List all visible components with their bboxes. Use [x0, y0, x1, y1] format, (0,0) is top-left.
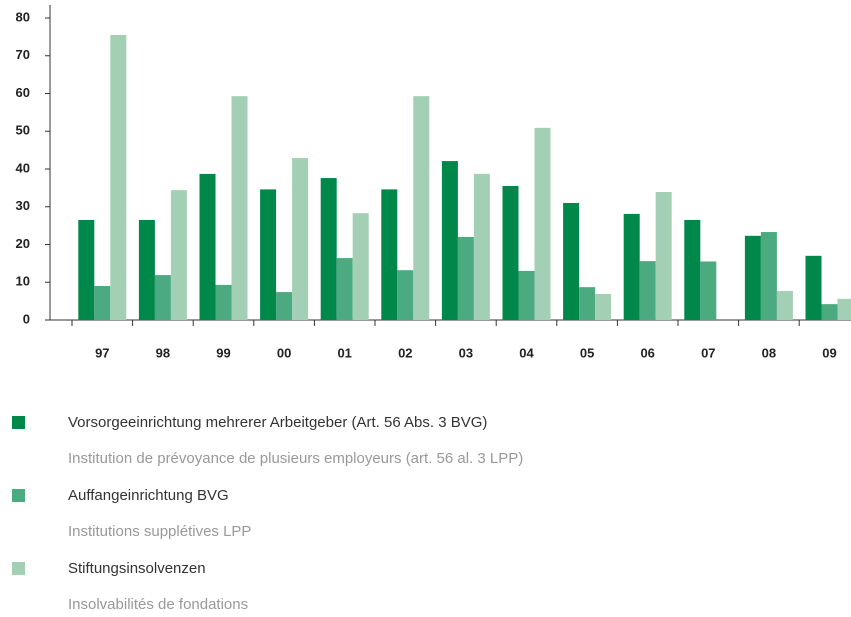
bar: [231, 96, 248, 320]
x-tick-label: 01: [337, 345, 351, 360]
bar: [821, 304, 838, 320]
x-tick-label: 03: [459, 345, 473, 360]
bar: [563, 202, 580, 320]
legend-swatch: [12, 489, 25, 502]
y-tick-label: 40: [16, 160, 30, 175]
y-tick-label: 70: [16, 47, 30, 62]
bar: [260, 189, 277, 320]
bar: [199, 173, 216, 320]
x-tick-label: 04: [519, 345, 534, 360]
x-tick-label: 09: [822, 345, 836, 360]
x-tick-label: 99: [216, 345, 230, 360]
x-tick-label: 07: [701, 345, 715, 360]
legend-sublabel: Institutions supplétives LPP: [68, 523, 251, 540]
bar: [154, 275, 171, 320]
bar: [441, 161, 458, 320]
y-tick-label: 50: [16, 123, 30, 138]
y-tick-label: 0: [23, 311, 30, 326]
bar: [110, 34, 127, 321]
legend-label: Vorsorgeeinrichtung mehrerer Arbeitgeber…: [68, 414, 487, 431]
bar: [320, 178, 337, 320]
y-tick-label: 30: [16, 198, 30, 213]
bar: [413, 96, 430, 320]
bar: [837, 298, 851, 320]
bar: [397, 270, 414, 320]
bar: [579, 287, 596, 320]
bar: [336, 258, 353, 320]
legend-label: Stiftungsinsolvenzen: [68, 560, 206, 577]
y-tick-label: 80: [16, 9, 30, 24]
bar: [78, 219, 95, 320]
bar: [292, 158, 309, 320]
bar: [776, 290, 793, 320]
y-tick-label: 20: [16, 236, 30, 251]
x-tick-label: 02: [398, 345, 412, 360]
bar: [473, 173, 490, 320]
legend-swatch: [12, 416, 25, 429]
bar: [352, 213, 369, 320]
bar: [138, 219, 155, 320]
bar: [744, 235, 761, 320]
bar: [170, 190, 187, 320]
legend-sublabel: Institution de prévoyance de plusieurs e…: [68, 450, 523, 467]
x-tick-label: 97: [95, 345, 109, 360]
bar: [502, 185, 519, 320]
bar: [684, 219, 701, 320]
x-tick-label: 05: [580, 345, 594, 360]
bar: [700, 261, 717, 320]
legend-sublabel: Insolvabilités de fondations: [68, 596, 248, 613]
bar: [215, 284, 232, 320]
bar: [760, 232, 777, 320]
x-tick-label: 06: [640, 345, 654, 360]
bar: [623, 213, 640, 320]
bar: [655, 192, 672, 320]
legend-label: Auffangeinrichtung BVG: [68, 487, 229, 504]
bar: [457, 236, 474, 320]
bar: [381, 189, 398, 320]
x-tick-label: 08: [762, 345, 776, 360]
x-tick-label: 00: [277, 345, 291, 360]
bar: [534, 127, 551, 320]
bar: [276, 292, 293, 320]
bar: [518, 270, 535, 320]
x-tick-label: 98: [156, 345, 170, 360]
bar: [805, 255, 822, 320]
bar: [639, 261, 656, 320]
bar: [94, 286, 111, 320]
y-tick-label: 10: [16, 274, 30, 289]
bar: [595, 293, 612, 320]
y-tick-label: 60: [16, 85, 30, 100]
legend-swatch: [12, 562, 25, 575]
